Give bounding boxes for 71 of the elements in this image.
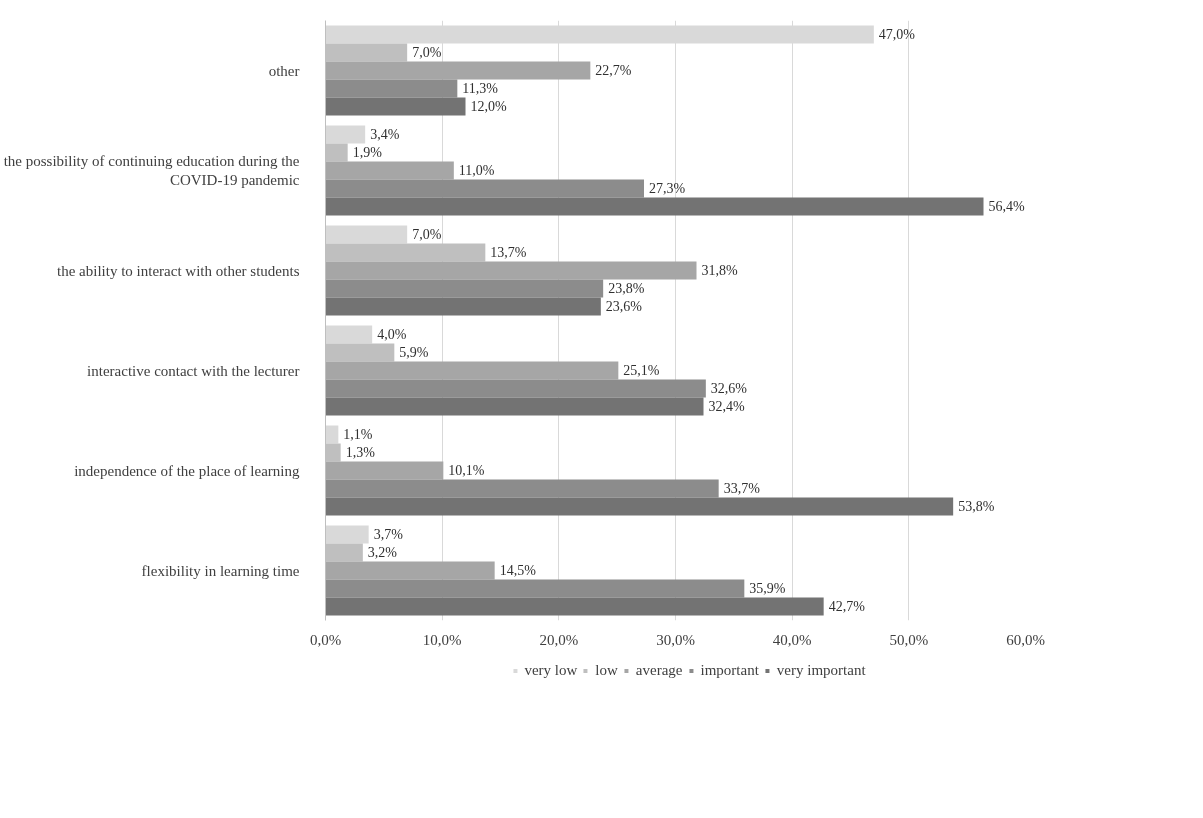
legend-label: very important (776, 661, 866, 679)
bar (325, 579, 745, 598)
data-label: 12,0% (470, 99, 507, 114)
bar (325, 525, 369, 544)
data-label: 33,7% (723, 481, 761, 496)
data-label: 1,9% (352, 145, 383, 160)
y-tick-label: other (268, 62, 300, 79)
y-tick-label: the possibility of continuing education during the COVID-19 pandemic (3, 152, 300, 189)
data-label: 3,4% (370, 127, 400, 142)
bar (325, 479, 719, 498)
data-label: 5,9% (399, 345, 429, 360)
data-label: 11,0% (458, 163, 495, 178)
bar (325, 497, 954, 516)
data-label: 3,7% (373, 527, 404, 542)
data-label: 7,0% (412, 45, 442, 60)
bar (325, 361, 619, 380)
bar (325, 597, 824, 616)
y-tick-label: interactive contact with the lecturer (87, 362, 300, 379)
x-tick-label: 20,0% (539, 631, 579, 648)
bar (325, 161, 454, 180)
bar (325, 61, 591, 80)
data-label: 10,1% (448, 463, 485, 478)
x-tick-label: 10,0% (422, 631, 462, 648)
data-label: 56,4% (988, 199, 1025, 214)
data-label: 32,6% (710, 381, 748, 396)
data-label: 23,6% (605, 299, 643, 314)
bar (325, 179, 644, 198)
bar (325, 225, 408, 244)
data-label: 13,7% (490, 245, 527, 260)
y-tick-label: flexibility in learning time (141, 562, 300, 579)
bar (325, 397, 704, 416)
x-tick-label: 40,0% (772, 631, 812, 648)
y-tick-label: independence of the place of learning (74, 462, 300, 479)
data-label: 22,7% (595, 63, 632, 78)
data-label: 32,4% (708, 399, 745, 414)
y-tick-label: the ability to interact with other students (57, 262, 300, 279)
bar (325, 297, 601, 316)
data-label: 25,1% (623, 363, 660, 378)
bar (325, 561, 495, 580)
bar (325, 125, 366, 144)
data-label: 31,8% (701, 263, 738, 278)
bar (325, 261, 697, 280)
bar (325, 461, 444, 480)
data-label: 42,7% (828, 599, 866, 614)
x-tick-label: 0,0% (309, 631, 342, 648)
data-label: 7,0% (412, 227, 442, 242)
x-tick-label: 60,0% (1006, 631, 1045, 648)
bar (325, 379, 706, 398)
bar (325, 325, 373, 344)
data-label: 27,3% (649, 181, 686, 196)
bar (325, 97, 466, 116)
data-label: 11,3% (462, 81, 499, 96)
bar (325, 279, 604, 298)
x-tick-label: 30,0% (656, 631, 695, 648)
data-label: 23,8% (608, 281, 645, 296)
data-label: 1,3% (345, 445, 376, 460)
bar (325, 197, 984, 216)
data-label: 35,9% (749, 581, 786, 596)
data-label: 4,0% (377, 327, 407, 342)
bar (325, 79, 458, 98)
x-tick-label: 50,0% (889, 631, 929, 648)
legend-label: very low (524, 661, 578, 679)
legend-label: average (635, 661, 683, 679)
data-label: 14,5% (499, 563, 537, 578)
bar (325, 425, 339, 444)
data-label: 3,2% (367, 545, 398, 560)
data-label: 47,0% (878, 27, 916, 42)
data-label: 1,1% (343, 427, 373, 442)
legend-label: low (595, 661, 618, 679)
data-label: 53,8% (958, 499, 995, 514)
legend-label: important (700, 661, 759, 679)
